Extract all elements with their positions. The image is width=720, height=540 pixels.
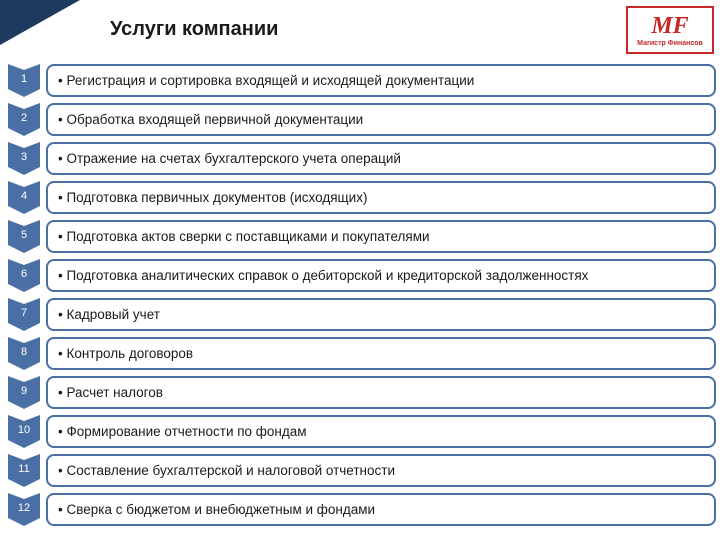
- logo: MF Магистр Финансов: [626, 6, 714, 54]
- item-number: 6: [21, 268, 27, 280]
- item-text-box: • Контроль договоров: [46, 337, 716, 370]
- page-title: Услуги компании: [110, 18, 278, 41]
- list-item: 2 • Обработка входящей первичной документ…: [8, 103, 716, 136]
- item-number: 9: [21, 385, 27, 397]
- item-number: 5: [21, 229, 27, 241]
- item-text-box: • Сверка с бюджетом и внебюджетным и фон…: [46, 493, 716, 526]
- item-number: 1: [21, 73, 27, 85]
- chevron-icon: 6: [8, 259, 40, 292]
- chevron-icon: 12: [8, 493, 40, 526]
- item-text-box: • Кадровый учет: [46, 298, 716, 331]
- item-text-box: • Подготовка актов сверки с поставщиками…: [46, 220, 716, 253]
- corner-decoration: [0, 0, 80, 45]
- item-text-box: • Обработка входящей первичной документа…: [46, 103, 716, 136]
- logo-main-text: MF: [651, 14, 688, 38]
- item-text-box: • Расчет налогов: [46, 376, 716, 409]
- chevron-icon: 9: [8, 376, 40, 409]
- list-item: 12 • Сверка с бюджетом и внебюджетным и ф…: [8, 493, 716, 526]
- list-item: 3 • Отражение на счетах бухгалтерского уч…: [8, 142, 716, 175]
- logo-sub-text: Магистр Финансов: [637, 40, 703, 47]
- list-item: 11 • Составление бухгалтерской и налогово…: [8, 454, 716, 487]
- chevron-icon: 8: [8, 337, 40, 370]
- chevron-icon: 10: [8, 415, 40, 448]
- list-item: 5 • Подготовка актов сверки с поставщикам…: [8, 220, 716, 253]
- list-item: 1 • Регистрация и сортировка входящей и и…: [8, 64, 716, 97]
- item-number: 2: [21, 112, 27, 124]
- services-list: 1 • Регистрация и сортировка входящей и и…: [8, 64, 716, 532]
- chevron-icon: 5: [8, 220, 40, 253]
- item-number: 8: [21, 346, 27, 358]
- chevron-icon: 1: [8, 64, 40, 97]
- chevron-icon: 2: [8, 103, 40, 136]
- item-number: 3: [21, 151, 27, 163]
- list-item: 4 • Подготовка первичных документов (исхо…: [8, 181, 716, 214]
- chevron-icon: 11: [8, 454, 40, 487]
- chevron-icon: 3: [8, 142, 40, 175]
- item-number: 11: [18, 463, 29, 475]
- chevron-icon: 7: [8, 298, 40, 331]
- item-text-box: • Регистрация и сортировка входящей и ис…: [46, 64, 716, 97]
- list-item: 6 • Подготовка аналитических справок о де…: [8, 259, 716, 292]
- item-number: 7: [21, 307, 27, 319]
- chevron-icon: 4: [8, 181, 40, 214]
- item-text-box: • Отражение на счетах бухгалтерского уче…: [46, 142, 716, 175]
- item-number: 12: [18, 502, 30, 514]
- list-item: 10 • Формирование отчетности по фондам: [8, 415, 716, 448]
- item-text-box: • Подготовка первичных документов (исход…: [46, 181, 716, 214]
- list-item: 7 • Кадровый учет: [8, 298, 716, 331]
- list-item: 8 • Контроль договоров: [8, 337, 716, 370]
- item-text-box: • Подготовка аналитических справок о деб…: [46, 259, 716, 292]
- item-number: 10: [18, 424, 30, 436]
- item-text-box: • Составление бухгалтерской и налоговой …: [46, 454, 716, 487]
- item-text-box: • Формирование отчетности по фондам: [46, 415, 716, 448]
- list-item: 9 • Расчет налогов: [8, 376, 716, 409]
- header: Услуги компании MF Магистр Финансов: [0, 0, 720, 60]
- item-number: 4: [21, 190, 27, 202]
